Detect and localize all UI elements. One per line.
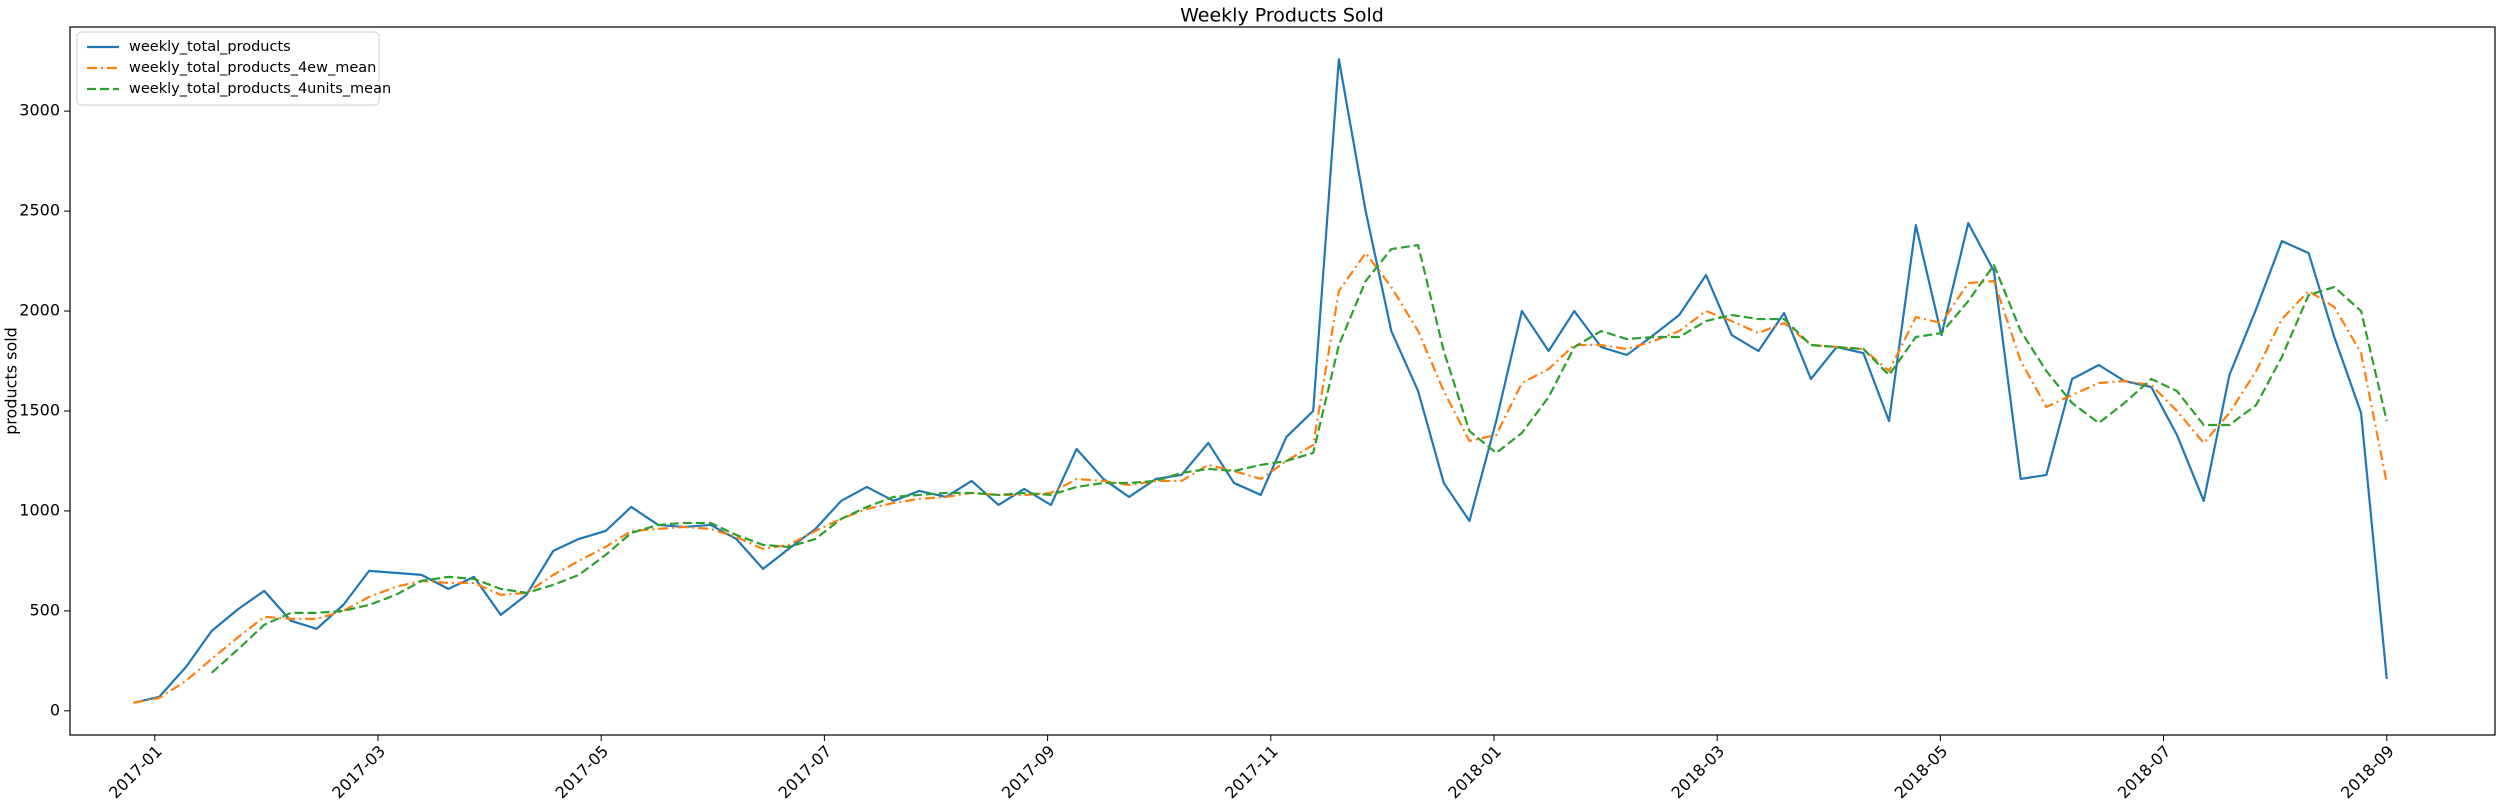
x-tick-label: 2017-01 <box>105 742 166 800</box>
y-tick-label: 500 <box>29 600 60 619</box>
series-line <box>133 58 2388 704</box>
x-tick-label: 2017-09 <box>998 742 1059 800</box>
y-tick-label: 2500 <box>19 201 60 220</box>
legend-label: weekly_total_products <box>129 39 291 55</box>
x-tick-label: 2018-09 <box>2337 742 2398 800</box>
x-tick-label: 2018-03 <box>1667 742 1728 800</box>
legend-label: weekly_total_products_4ew_mean <box>129 60 376 76</box>
x-tick-label: 2018-01 <box>1444 742 1505 800</box>
x-tick-label: 2018-07 <box>2114 742 2175 800</box>
y-tick-label: 1500 <box>19 400 60 419</box>
y-tick-label: 2000 <box>19 301 60 320</box>
series-line <box>133 251 2388 704</box>
legend-label: weekly_total_products_4units_mean <box>129 81 391 97</box>
legend: weekly_total_products weekly_total_produc… <box>76 31 391 106</box>
x-tick-label: 2017-07 <box>775 742 836 800</box>
y-tick-label: 1000 <box>19 500 60 519</box>
series-line <box>210 243 2388 674</box>
y-axis-label: products sold <box>2 327 21 435</box>
x-tick-label: 2017-11 <box>1221 742 1282 800</box>
x-tick-label: 2018-05 <box>1891 742 1952 800</box>
y-tick-label: 3000 <box>19 101 60 120</box>
legend-box <box>76 31 380 106</box>
x-tick-label: 2017-05 <box>551 742 612 800</box>
plot-frame <box>69 26 2496 736</box>
y-tick-label: 0 <box>50 700 60 719</box>
chart-title: Weekly Products Sold <box>1180 5 1384 27</box>
x-tick-label: 2017-03 <box>328 742 389 800</box>
